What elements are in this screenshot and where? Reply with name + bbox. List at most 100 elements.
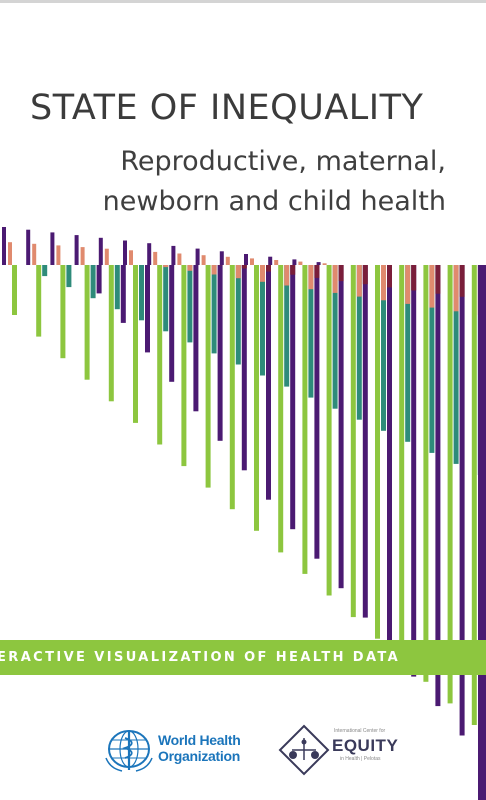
maroon-cap-104 (459, 265, 465, 297)
teal-bar-55 (260, 265, 265, 376)
equity-wordmark: EQUITY (332, 736, 399, 755)
who-wordmark-line1: World Health (158, 732, 241, 748)
upper-stub-purple-66 (292, 259, 297, 265)
green-bar-100 (447, 265, 453, 704)
salmon-cap-98 (429, 265, 435, 308)
salmon-cap-57 (260, 265, 265, 282)
purple-bar-20 (120, 265, 126, 323)
green-bar-34 (181, 265, 187, 467)
teal-bar-10 (66, 265, 72, 288)
interactive-visualization-banner: ERACTIVE VISUALIZATION OF HEALTH DATA (0, 640, 486, 675)
green-bar-18 (108, 265, 114, 402)
salmon-cap-64 (284, 265, 290, 286)
green-bar-9 (60, 265, 66, 359)
green-bar-2 (12, 265, 17, 315)
teal-bar-81 (356, 265, 362, 420)
green-bar-47 (229, 265, 235, 510)
upper-stub-purple-73 (316, 262, 321, 265)
upper-stub-salmon-53 (250, 258, 254, 265)
green-bar-13 (84, 265, 90, 380)
teal-bar-24 (139, 265, 144, 321)
teal-bar-6 (42, 265, 48, 277)
upper-stub-purple-59 (268, 256, 273, 265)
upper-stub-salmon-12 (80, 247, 85, 265)
green-bar-54 (254, 265, 259, 531)
who-wordmark: World Health Organization (158, 732, 241, 764)
upper-stub-salmon-67 (298, 261, 303, 265)
teal-bar-62 (284, 265, 290, 387)
cover-title: STATE OF INEQUALITY (30, 88, 424, 128)
teal-bar-35 (187, 265, 193, 343)
green-bar-40 (205, 265, 211, 488)
upper-stub-purple-26 (147, 243, 152, 265)
purple-bar-92 (411, 265, 417, 677)
upper-stub-purple-52 (244, 254, 248, 265)
upper-stub-salmon-74 (322, 263, 327, 265)
who-wordmark-line2: Organization (158, 748, 240, 764)
purple-bar-15 (96, 265, 102, 294)
upper-stub-salmon-27 (153, 251, 158, 265)
upper-stub-purple-11 (74, 235, 79, 265)
upper-stub-salmon-46 (225, 256, 230, 265)
salmon-cap-37 (187, 265, 193, 271)
top-border-line (0, 0, 486, 3)
upper-stub-purple-45 (219, 251, 224, 265)
upper-stub-salmon-17 (104, 248, 109, 265)
purple-bar-97 (435, 265, 441, 707)
upper-stub-purple-32 (171, 245, 176, 265)
green-bar-105 (471, 265, 477, 725)
upper-stub-salmon-39 (201, 255, 206, 265)
green-bar-80 (350, 265, 356, 618)
purple-bar-70 (314, 265, 320, 559)
salmon-cap-103 (453, 265, 459, 312)
teal-bar-41 (211, 265, 217, 354)
purple-bar-87 (387, 265, 392, 648)
teal-bar-19 (114, 265, 120, 310)
who-emblem-icon (105, 730, 153, 772)
upper-stub-purple-38 (195, 248, 200, 265)
equity-center-logo-icon (278, 724, 330, 776)
upper-stub-purple-21 (123, 240, 127, 265)
maroon-cap-79 (338, 265, 344, 282)
teal-bar-69 (308, 265, 314, 398)
maroon-cap-72 (314, 265, 320, 278)
salmon-cap-31 (163, 265, 169, 268)
purple-bar-56 (266, 265, 271, 500)
teal-bar-96 (429, 265, 435, 453)
equity-small-caption-top: International Center for (334, 728, 386, 734)
purple-bar-42 (217, 265, 223, 441)
upper-stub-purple-3 (26, 229, 31, 265)
salmon-cap-78 (332, 265, 338, 293)
green-bar-68 (302, 265, 308, 574)
maroon-cap-58 (266, 265, 271, 272)
teal-bar-86 (381, 265, 386, 431)
green-bar-95 (423, 265, 429, 682)
purple-bar-30 (169, 265, 175, 382)
green-bar-23 (133, 265, 138, 423)
upper-stub-purple-7 (50, 232, 55, 265)
green-bar-85 (375, 265, 380, 639)
teal-bar-101 (453, 265, 459, 464)
green-bar-28 (157, 265, 163, 445)
maroon-cap-99 (435, 265, 441, 294)
upper-stub-purple-0 (2, 227, 6, 265)
salmon-cap-43 (211, 265, 217, 275)
purple-bar-77 (338, 265, 344, 589)
teal-bar-14 (90, 265, 96, 299)
teal-bar-29 (163, 265, 169, 332)
purple-bar-63 (290, 265, 296, 530)
upper-stub-salmon-4 (32, 243, 37, 265)
upper-stub-salmon-22 (129, 250, 133, 265)
edge-purple-bar-110 (478, 265, 486, 800)
cover-subtitle-line1: Reproductive, maternal, (120, 146, 446, 177)
teal-bar-48 (235, 265, 241, 365)
purple-bar-82 (362, 265, 368, 618)
equity-small-caption-bottom: in Health | Pelotas (340, 756, 381, 762)
cover-subtitle-line2: newborn and child health (102, 186, 446, 217)
green-bar-61 (278, 265, 284, 553)
upper-stub-salmon-1 (8, 242, 12, 265)
upper-stub-salmon-60 (274, 260, 279, 265)
green-bar-90 (399, 265, 405, 661)
salmon-cap-50 (235, 265, 241, 279)
